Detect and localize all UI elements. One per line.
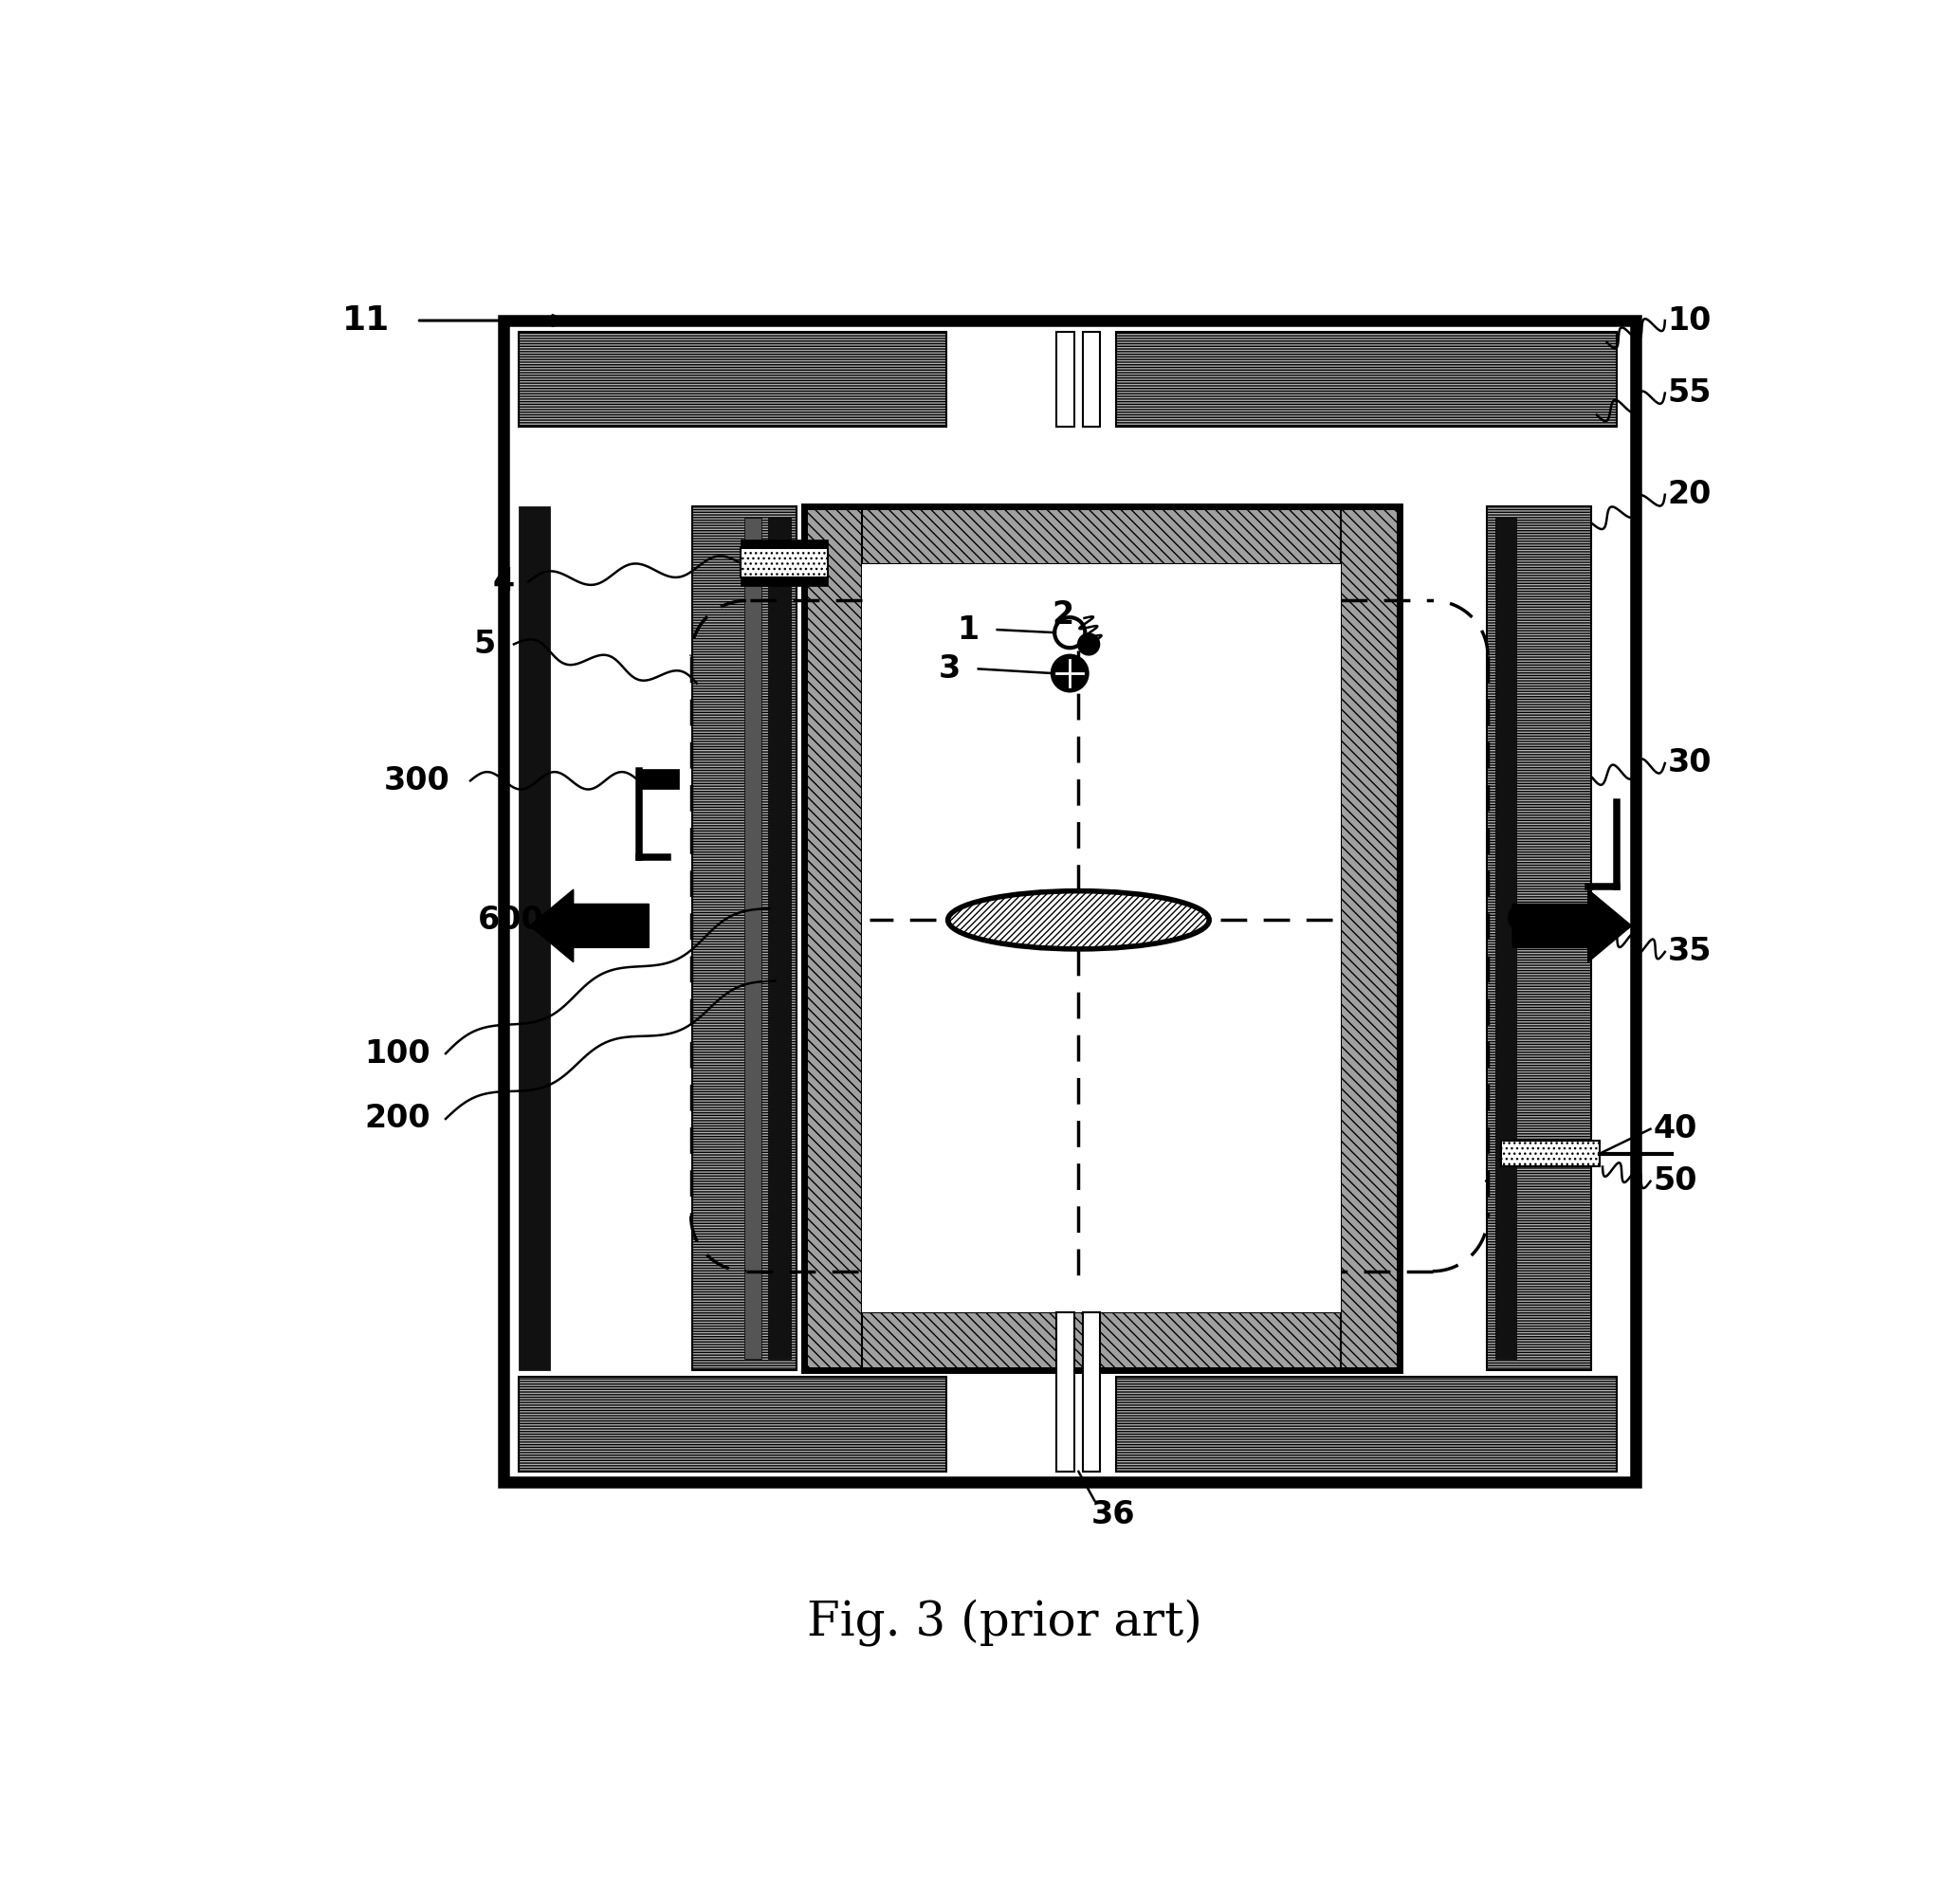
Bar — [741, 577, 827, 586]
Text: 10: 10 — [1668, 305, 1711, 336]
Bar — [504, 320, 1637, 1482]
Bar — [517, 507, 551, 1370]
Text: 200: 200 — [365, 1103, 431, 1135]
Bar — [639, 769, 680, 790]
FancyArrow shape — [529, 890, 649, 961]
Bar — [1082, 332, 1100, 426]
Bar — [1117, 1378, 1617, 1472]
Bar — [1117, 332, 1617, 426]
Bar — [692, 507, 798, 1370]
Bar — [1501, 1140, 1599, 1167]
Text: 600: 600 — [1505, 905, 1572, 935]
Text: 36: 36 — [1092, 1499, 1135, 1531]
Bar — [517, 1378, 947, 1472]
Text: 35: 35 — [1668, 937, 1711, 967]
Bar — [1486, 507, 1592, 1370]
Bar — [862, 564, 1341, 1312]
Bar — [804, 507, 1399, 1370]
Text: 600: 600 — [478, 905, 545, 935]
Bar — [741, 539, 827, 549]
FancyArrow shape — [1513, 890, 1631, 961]
Bar — [1117, 332, 1617, 426]
Text: Fig. 3 (prior art): Fig. 3 (prior art) — [808, 1598, 1201, 1646]
Circle shape — [1078, 633, 1100, 656]
Text: 50: 50 — [1652, 1165, 1697, 1197]
Text: 2: 2 — [1053, 599, 1074, 631]
Bar — [1341, 507, 1399, 1370]
Bar — [1056, 332, 1074, 426]
Bar — [804, 507, 1399, 564]
Text: 1: 1 — [956, 615, 980, 645]
Bar — [804, 507, 1399, 1370]
Bar — [745, 518, 760, 1359]
Text: 55: 55 — [1668, 377, 1711, 409]
Circle shape — [1053, 656, 1088, 690]
Text: 30: 30 — [1668, 748, 1711, 779]
Ellipse shape — [949, 892, 1209, 948]
Bar — [804, 507, 862, 1370]
Text: 20: 20 — [1668, 479, 1711, 511]
Bar — [741, 549, 827, 577]
Text: 40: 40 — [1652, 1114, 1697, 1144]
Bar — [1056, 1312, 1074, 1472]
Circle shape — [1054, 618, 1086, 648]
Bar — [768, 518, 790, 1359]
Bar — [517, 332, 947, 426]
Text: 4: 4 — [492, 566, 515, 598]
Bar — [804, 1312, 1399, 1370]
Bar — [1495, 518, 1515, 1359]
Text: 300: 300 — [384, 765, 449, 795]
Text: 11: 11 — [341, 303, 390, 337]
Text: 3: 3 — [939, 654, 960, 684]
Bar — [517, 332, 947, 426]
Text: 5: 5 — [474, 628, 496, 660]
Text: 100: 100 — [365, 1039, 431, 1069]
Bar — [1082, 1312, 1100, 1472]
